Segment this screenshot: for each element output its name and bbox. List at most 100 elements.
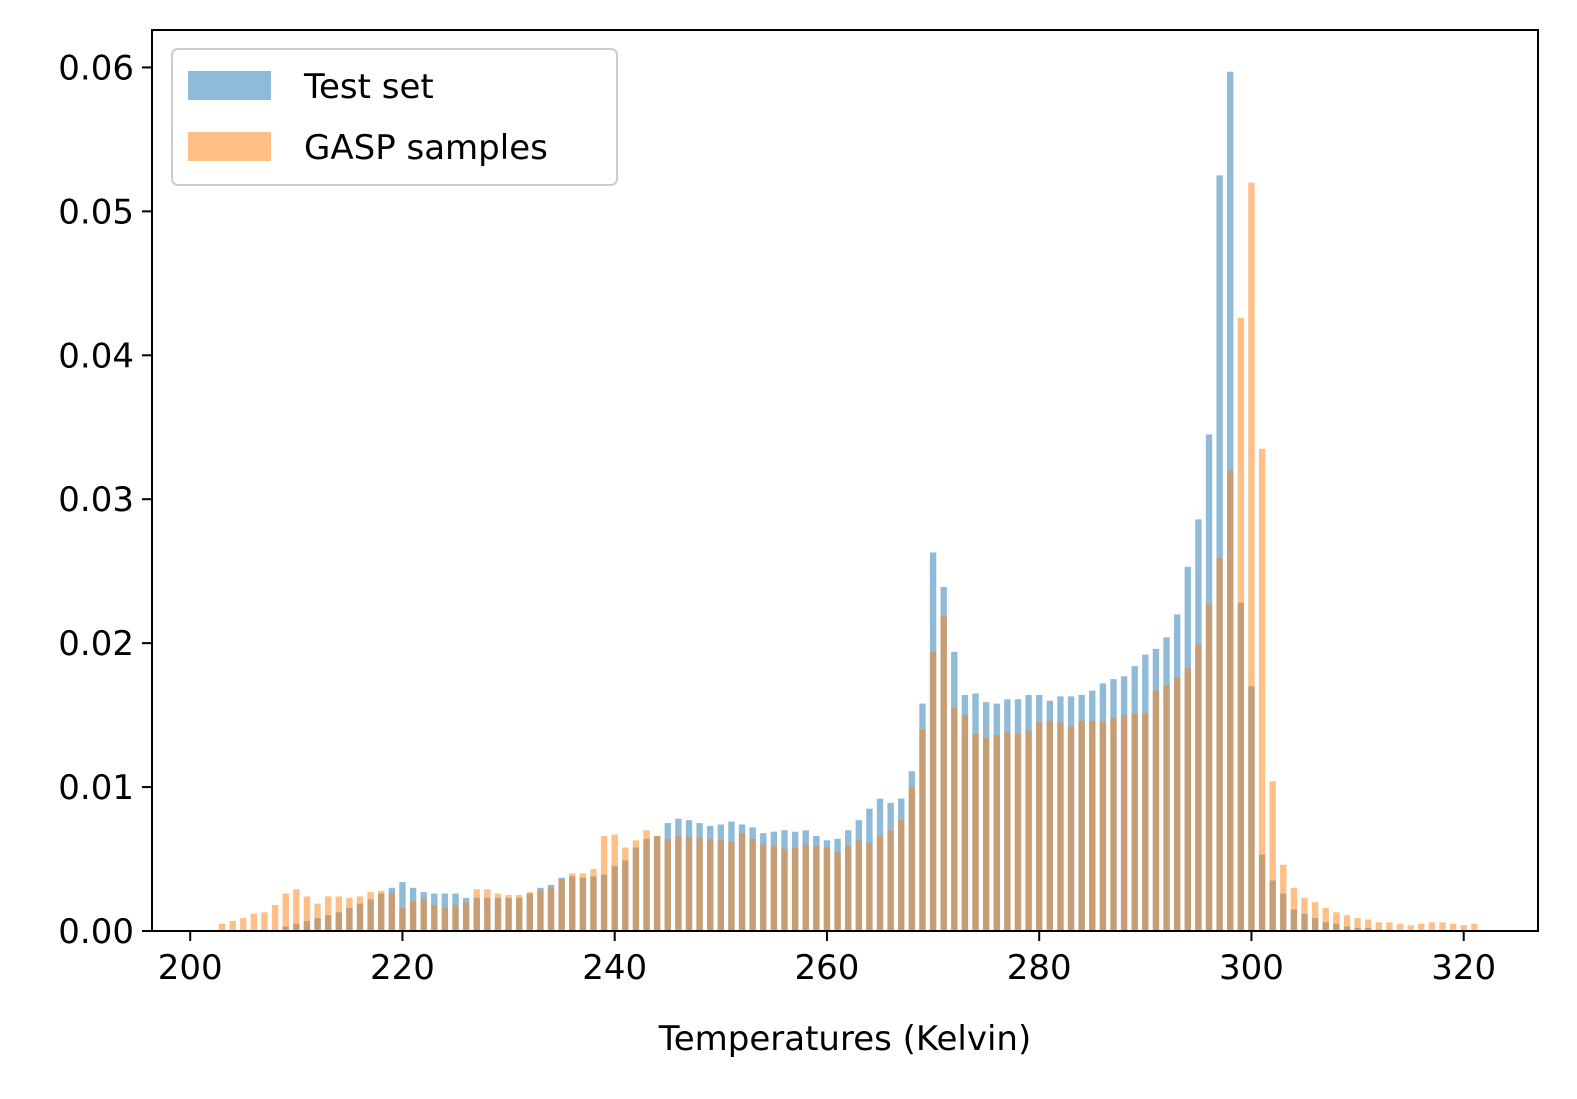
bar-gasp-samples-213 (324, 896, 332, 931)
x-tick-label-320: 320 (1431, 948, 1496, 988)
bar-gasp-samples-210 (293, 889, 300, 931)
y-tick-label-0.02: 0.02 (58, 624, 134, 664)
bar-gasp-samples-251 (728, 841, 735, 931)
bar-gasp-samples-241 (622, 847, 629, 931)
bar-gasp-samples-209 (282, 893, 289, 931)
legend: Test set GASP samples (171, 48, 618, 186)
x-tick-label-300: 300 (1219, 948, 1284, 988)
bar-gasp-samples-308 (1333, 912, 1340, 931)
legend-label-test-set: Test set (303, 67, 434, 107)
y-tick-label-0.04: 0.04 (58, 336, 134, 376)
bar-gasp-samples-296 (1205, 604, 1213, 931)
bar-gasp-samples-276 (993, 735, 1000, 931)
bar-gasp-samples-318 (1439, 922, 1446, 931)
bar-gasp-samples-269 (919, 729, 926, 931)
bar-gasp-samples-290 (1142, 713, 1149, 931)
bar-gasp-samples-316 (1418, 923, 1425, 931)
legend-frame (171, 48, 618, 186)
bar-gasp-samples-255 (770, 846, 778, 931)
bar-gasp-samples-265 (876, 836, 884, 931)
bar-gasp-samples-216 (356, 896, 364, 931)
bar-gasp-samples-232 (526, 892, 533, 931)
bar-gasp-samples-291 (1152, 690, 1160, 931)
bar-gasp-samples-264 (866, 843, 873, 931)
bar-gasp-samples-237 (579, 873, 587, 931)
bar-gasp-samples-278 (1014, 733, 1022, 931)
bar-gasp-samples-307 (1322, 907, 1329, 931)
bar-gasp-samples-305 (1301, 897, 1308, 931)
bars-layer (218, 71, 1478, 932)
bar-gasp-samples-205 (240, 918, 247, 931)
bar-gasp-samples-272 (951, 707, 958, 931)
bar-gasp-samples-311 (1365, 919, 1372, 931)
bar-gasp-samples-266 (887, 830, 894, 931)
bar-gasp-samples-227 (473, 889, 480, 931)
bar-gasp-samples-249 (707, 838, 714, 931)
bar-gasp-samples-240 (611, 834, 618, 931)
bar-gasp-samples-317 (1428, 922, 1436, 931)
bar-test-set-297 (1216, 175, 1223, 931)
bar-gasp-samples-263 (855, 840, 862, 931)
bar-gasp-samples-304 (1290, 887, 1298, 931)
bar-gasp-samples-243 (643, 830, 650, 931)
y-axis-ticks: 0.00 0.01 0.02 0.03 0.04 0.05 0.06 (58, 48, 152, 952)
bar-gasp-samples-248 (696, 837, 703, 931)
x-tick-label-240: 240 (582, 948, 647, 988)
bar-gasp-samples-319 (1449, 923, 1457, 931)
bar-gasp-samples-292 (1163, 684, 1170, 931)
bar-gasp-samples-277 (1004, 732, 1011, 931)
bar-gasp-samples-203 (218, 923, 226, 931)
bar-gasp-samples-218 (378, 890, 385, 931)
bar-gasp-samples-256 (781, 848, 788, 931)
bar-gasp-samples-262 (845, 846, 852, 931)
bar-gasp-samples-281 (1046, 720, 1054, 931)
bar-gasp-samples-215 (346, 897, 353, 931)
bar-gasp-samples-284 (1078, 720, 1085, 931)
bar-gasp-samples-306 (1311, 902, 1319, 931)
bar-gasp-samples-245 (664, 838, 671, 931)
bar-test-set-220 (399, 882, 406, 931)
bar-gasp-samples-293 (1173, 677, 1181, 931)
bar-gasp-samples-208 (271, 905, 279, 931)
bar-gasp-samples-303 (1280, 864, 1287, 931)
bar-gasp-samples-247 (685, 837, 693, 931)
bar-gasp-samples-224 (441, 907, 449, 931)
bar-gasp-samples-313 (1386, 922, 1393, 931)
bar-gasp-samples-226 (462, 902, 470, 931)
bar-gasp-samples-320 (1460, 925, 1467, 931)
bar-gasp-samples-234 (547, 887, 555, 931)
bar-gasp-samples-283 (1067, 726, 1075, 931)
bar-gasp-samples-244 (653, 836, 661, 931)
bar-gasp-samples-275 (982, 738, 990, 931)
bar-gasp-samples-235 (558, 879, 565, 931)
bar-gasp-samples-217 (367, 892, 374, 931)
legend-swatch-gasp-samples (188, 132, 271, 161)
y-tick-label-0.06: 0.06 (58, 48, 134, 88)
bar-gasp-samples-239 (600, 836, 608, 931)
legend-swatch-test-set (188, 71, 271, 100)
bar-gasp-samples-252 (738, 833, 746, 931)
bar-gasp-samples-286 (1099, 722, 1107, 931)
bar-gasp-samples-295 (1195, 644, 1202, 931)
bar-gasp-samples-270 (929, 651, 937, 931)
bar-gasp-samples-220 (399, 907, 406, 931)
bar-gasp-samples-280 (1036, 722, 1043, 931)
bar-gasp-samples-228 (484, 889, 491, 931)
bar-gasp-samples-214 (335, 896, 342, 931)
y-tick-label-0.01: 0.01 (58, 768, 134, 808)
bar-gasp-samples-312 (1375, 922, 1382, 931)
bar-gasp-samples-315 (1407, 925, 1414, 931)
bar-gasp-samples-259 (813, 846, 820, 931)
bar-gasp-samples-294 (1184, 667, 1191, 931)
bar-gasp-samples-246 (675, 836, 682, 931)
bar-gasp-samples-211 (303, 896, 311, 931)
x-tick-label-280: 280 (1007, 948, 1072, 988)
y-tick-label-0.03: 0.03 (58, 480, 134, 520)
bar-gasp-samples-301 (1258, 448, 1266, 931)
bar-gasp-samples-297 (1216, 558, 1223, 931)
x-axis-label: Temperatures (Kelvin) (658, 1019, 1032, 1059)
bar-gasp-samples-229 (494, 893, 502, 931)
bar-gasp-samples-230 (505, 895, 512, 931)
